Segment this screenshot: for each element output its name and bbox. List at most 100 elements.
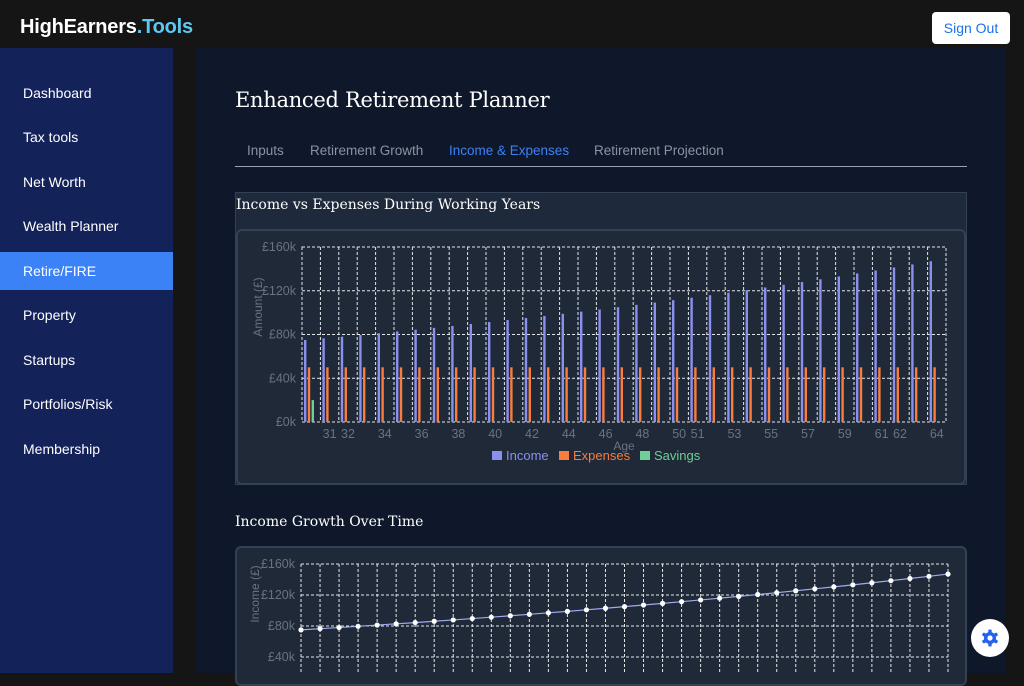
bar-expenses[interactable]	[381, 367, 384, 422]
income-point[interactable]	[736, 593, 742, 599]
bar-expenses[interactable]	[896, 367, 899, 422]
income-point[interactable]	[488, 614, 494, 620]
bar-expenses[interactable]	[639, 367, 642, 422]
bar-income[interactable]	[396, 331, 399, 422]
bar-expenses[interactable]	[399, 367, 403, 422]
bar-income[interactable]	[874, 270, 877, 422]
bar-expenses[interactable]	[749, 367, 752, 422]
bar-income[interactable]	[414, 329, 417, 422]
bar-income[interactable]	[469, 324, 472, 422]
settings-button[interactable]	[971, 619, 1009, 657]
income-point[interactable]	[412, 619, 418, 626]
bar-income[interactable]	[745, 290, 748, 422]
income-point[interactable]	[755, 591, 761, 598]
income-point[interactable]	[945, 571, 951, 577]
income-point[interactable]	[812, 586, 818, 592]
bar-expenses[interactable]	[731, 367, 734, 422]
bar-income[interactable]	[506, 320, 509, 422]
bar-income[interactable]	[782, 284, 785, 422]
sidebar-item-startups[interactable]: Startups	[23, 352, 76, 368]
bar-income[interactable]	[488, 322, 491, 422]
income-point[interactable]	[640, 602, 647, 608]
bar-expenses[interactable]	[455, 367, 458, 422]
bar-income[interactable]	[911, 264, 914, 422]
sidebar-item-tax-tools[interactable]: Tax tools	[23, 129, 79, 145]
tab-retirement-projection[interactable]: Retirement Projection	[594, 143, 724, 158]
bar-expenses[interactable]	[583, 367, 587, 422]
bar-income[interactable]	[819, 279, 822, 422]
bar-income[interactable]	[359, 334, 362, 422]
bar-expenses[interactable]	[528, 367, 531, 422]
bar-expenses[interactable]	[565, 367, 568, 422]
income-point[interactable]	[526, 611, 532, 617]
bar-income[interactable]	[672, 300, 675, 422]
bar-income[interactable]	[727, 292, 730, 422]
bar-expenses[interactable]	[804, 367, 807, 422]
bar-income[interactable]	[432, 327, 436, 422]
income-point[interactable]	[888, 578, 894, 584]
income-point[interactable]	[698, 597, 704, 603]
bar-income[interactable]	[377, 333, 380, 422]
income-point[interactable]	[450, 617, 456, 623]
tab-income-expenses[interactable]: Income & Expenses	[449, 143, 570, 158]
sidebar-item-wealth-planner[interactable]: Wealth Planner	[23, 218, 119, 234]
income-point[interactable]	[774, 590, 780, 596]
income-point[interactable]	[850, 582, 856, 588]
income-point[interactable]	[355, 623, 361, 629]
bar-income[interactable]	[580, 311, 583, 422]
income-point[interactable]	[507, 613, 513, 619]
bar-income[interactable]	[635, 304, 638, 422]
bar-expenses[interactable]	[418, 367, 421, 422]
bar-expenses[interactable]	[841, 367, 844, 422]
bar-expenses[interactable]	[915, 367, 918, 422]
income-point[interactable]	[602, 605, 609, 611]
sidebar-item-portfolios-risk[interactable]: Portfolios/Risk	[23, 396, 113, 412]
tab-retirement-growth[interactable]: Retirement Growth	[310, 143, 424, 158]
bar-expenses[interactable]	[344, 367, 347, 422]
income-point[interactable]	[317, 626, 323, 632]
sidebar-item-membership[interactable]: Membership	[23, 441, 101, 457]
bar-expenses[interactable]	[307, 367, 311, 422]
bar-expenses[interactable]	[712, 367, 715, 422]
bar-expenses[interactable]	[363, 367, 366, 422]
bar-expenses[interactable]	[326, 367, 329, 422]
bar-income[interactable]	[856, 273, 859, 422]
bar-expenses[interactable]	[823, 367, 826, 422]
income-point[interactable]	[621, 604, 628, 610]
income-point[interactable]	[926, 573, 932, 579]
bar-income[interactable]	[304, 339, 307, 422]
bar-expenses[interactable]	[767, 367, 771, 422]
income-point[interactable]	[564, 608, 571, 614]
bar-expenses[interactable]	[436, 367, 439, 422]
bar-expenses[interactable]	[694, 367, 697, 422]
bar-income[interactable]	[653, 302, 656, 422]
bar-expenses[interactable]	[491, 367, 495, 422]
income-point[interactable]	[374, 622, 380, 628]
bar-income[interactable]	[708, 295, 712, 422]
bar-income[interactable]	[322, 338, 325, 422]
bar-expenses[interactable]	[473, 367, 476, 422]
bar-income[interactable]	[340, 336, 344, 422]
bar-income[interactable]	[690, 297, 693, 422]
bar-income[interactable]	[451, 325, 454, 422]
bar-income[interactable]	[929, 261, 932, 422]
sidebar-item-property[interactable]: Property	[23, 307, 76, 323]
bar-expenses[interactable]	[547, 367, 550, 422]
bar-income[interactable]	[561, 313, 564, 422]
income-point[interactable]	[393, 621, 399, 627]
sidebar-item-net-worth[interactable]: Net Worth	[23, 174, 86, 190]
tab-inputs[interactable]: Inputs	[247, 143, 284, 158]
income-point[interactable]	[831, 584, 837, 590]
bar-expenses[interactable]	[620, 367, 623, 422]
bar-income[interactable]	[892, 267, 896, 422]
bar-income[interactable]	[524, 317, 528, 422]
bar-savings[interactable]	[311, 400, 314, 422]
income-point[interactable]	[869, 580, 875, 586]
bar-expenses[interactable]	[859, 367, 863, 422]
sidebar-item-dashboard[interactable]: Dashboard	[23, 85, 92, 101]
sidebar-item-retire-fire[interactable]: Retire/FIRE	[0, 252, 173, 290]
income-point[interactable]	[336, 624, 342, 631]
bar-expenses[interactable]	[786, 367, 789, 422]
income-point[interactable]	[545, 610, 551, 616]
bar-income[interactable]	[598, 309, 601, 422]
